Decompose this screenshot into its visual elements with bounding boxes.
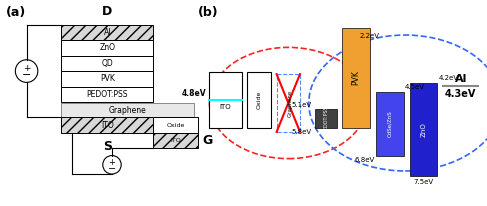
Text: ITO: ITO xyxy=(220,104,231,110)
Text: Al: Al xyxy=(104,28,111,37)
Text: D: D xyxy=(102,5,112,18)
Text: 4.3eV: 4.3eV xyxy=(445,89,476,99)
Text: (a): (a) xyxy=(6,6,26,19)
Text: 5.8eV: 5.8eV xyxy=(292,129,312,135)
Text: −: − xyxy=(108,164,116,173)
Text: PEDOT:PSS: PEDOT:PSS xyxy=(87,90,128,99)
Bar xyxy=(315,109,337,128)
Bar xyxy=(61,87,153,102)
Bar xyxy=(61,103,194,117)
Text: S: S xyxy=(103,140,112,153)
Bar xyxy=(61,71,153,87)
Text: 4.2eV: 4.2eV xyxy=(439,75,459,81)
Text: ITO: ITO xyxy=(101,121,114,130)
Text: +: + xyxy=(109,158,115,167)
Bar xyxy=(153,117,198,133)
Text: 6.8eV: 6.8eV xyxy=(354,157,375,163)
Text: Graphene: Graphene xyxy=(287,89,292,117)
Text: Oxide: Oxide xyxy=(167,123,185,128)
Text: ZnO: ZnO xyxy=(99,43,115,52)
Text: 4.5eV: 4.5eV xyxy=(405,84,425,90)
Text: QD: QD xyxy=(101,59,113,68)
Text: PVK: PVK xyxy=(100,74,115,83)
Bar xyxy=(61,25,153,40)
Text: 5.1eV: 5.1eV xyxy=(292,102,312,108)
Bar xyxy=(153,133,198,148)
Text: 2.2eV: 2.2eV xyxy=(359,33,379,39)
Text: ITO: ITO xyxy=(170,138,181,143)
Bar xyxy=(342,28,370,128)
Text: 4.8eV: 4.8eV xyxy=(182,89,206,98)
Text: PVK: PVK xyxy=(352,70,361,85)
Text: Oxide: Oxide xyxy=(257,91,262,109)
Bar xyxy=(247,72,271,128)
Text: PEDOT:PSS: PEDOT:PSS xyxy=(323,105,328,132)
Text: Graphene: Graphene xyxy=(109,106,147,115)
Text: G: G xyxy=(203,134,213,147)
Bar xyxy=(61,56,153,71)
Text: −: − xyxy=(22,70,31,80)
Bar xyxy=(410,83,437,176)
Bar xyxy=(376,92,404,156)
Bar xyxy=(61,117,153,133)
Text: CdSe/ZnS: CdSe/ZnS xyxy=(387,111,393,137)
Text: +: + xyxy=(23,64,30,73)
Text: Al: Al xyxy=(454,74,467,84)
Text: ZnO: ZnO xyxy=(420,122,427,137)
Bar xyxy=(209,72,242,128)
Text: (b): (b) xyxy=(198,6,218,19)
Text: 7.5eV: 7.5eV xyxy=(413,179,433,185)
Bar xyxy=(61,40,153,56)
Bar xyxy=(277,74,300,132)
